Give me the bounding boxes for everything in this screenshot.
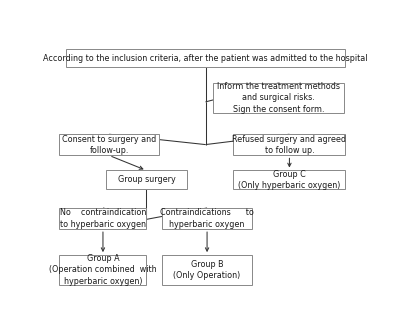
Text: No    contraindication
to hyperbaric oxygen: No contraindication to hyperbaric oxygen <box>60 208 146 229</box>
FancyBboxPatch shape <box>59 134 159 156</box>
Text: According to the inclusion criteria, after the patient was admitted to the hospi: According to the inclusion criteria, aft… <box>43 54 368 63</box>
FancyBboxPatch shape <box>233 170 345 189</box>
Text: Contraindications      to
hyperbaric oxygen: Contraindications to hyperbaric oxygen <box>160 208 254 229</box>
Text: Group B
(Only Operation): Group B (Only Operation) <box>174 260 241 280</box>
Text: Consent to surgery and
follow-up.: Consent to surgery and follow-up. <box>62 135 156 155</box>
FancyBboxPatch shape <box>106 170 187 189</box>
Text: Inform the treatment methods
and surgical risks.
Sign the consent form.: Inform the treatment methods and surgica… <box>217 82 340 114</box>
FancyBboxPatch shape <box>162 208 252 229</box>
FancyBboxPatch shape <box>162 255 252 285</box>
FancyBboxPatch shape <box>59 208 146 229</box>
FancyBboxPatch shape <box>66 49 345 68</box>
Text: Group surgery: Group surgery <box>117 175 175 184</box>
FancyBboxPatch shape <box>213 83 344 113</box>
Text: Group A
(Operation combined  with
hyperbaric oxygen): Group A (Operation combined with hyperba… <box>49 254 157 286</box>
FancyBboxPatch shape <box>59 255 146 285</box>
Text: Refused surgery and agreed
to follow up.: Refused surgery and agreed to follow up. <box>233 135 346 155</box>
Text: Group C
(Only hyperbaric oxygen): Group C (Only hyperbaric oxygen) <box>238 170 340 190</box>
FancyBboxPatch shape <box>233 134 345 156</box>
